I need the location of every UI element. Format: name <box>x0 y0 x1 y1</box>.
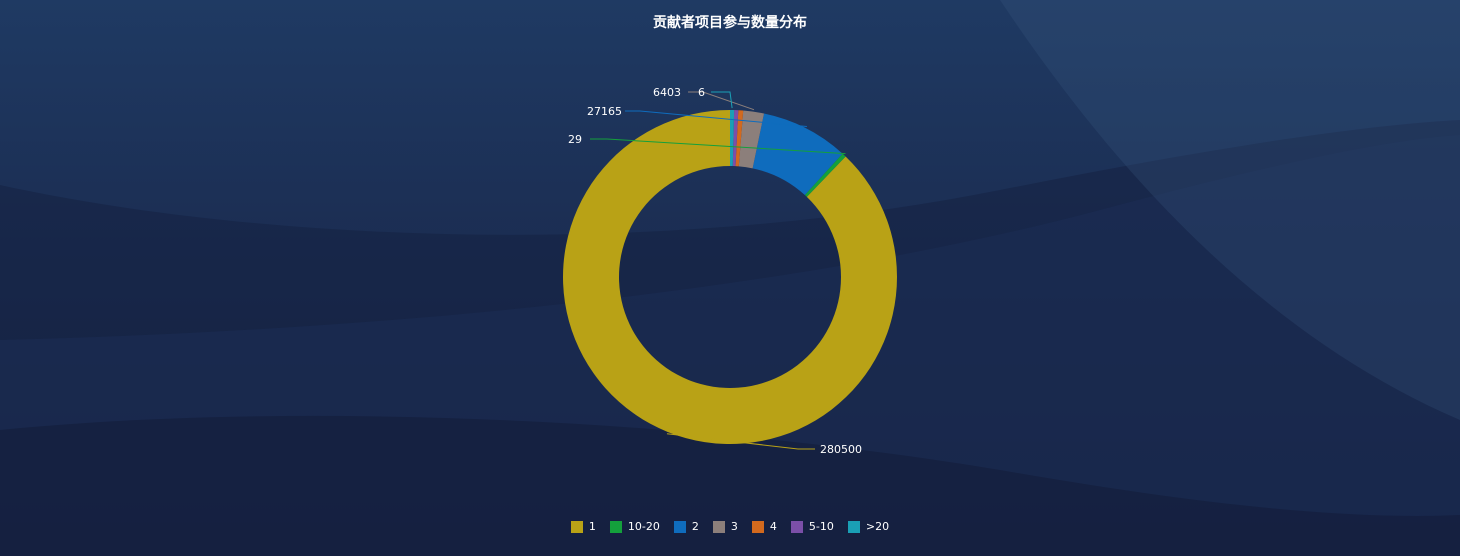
slice-1[interactable] <box>563 110 897 444</box>
data-label-3: 6403 <box>653 86 681 99</box>
data-label-0: 280500 <box>820 443 862 456</box>
leader-line-1 <box>590 138 846 155</box>
slice-10-20[interactable] <box>804 153 846 197</box>
slice-3[interactable] <box>738 110 765 169</box>
legend-item[interactable]: 5-10 <box>790 520 834 533</box>
legend-item[interactable]: 4 <box>751 520 777 533</box>
legend-swatch <box>847 520 860 533</box>
legend-label: >20 <box>865 520 890 533</box>
legend-label: 3 <box>730 520 738 533</box>
legend-label: 4 <box>769 520 777 533</box>
legend-swatch <box>673 520 686 533</box>
legend-label: 2 <box>691 520 699 533</box>
legend-item[interactable]: 2 <box>673 520 699 533</box>
data-label-4: 6 <box>698 86 705 99</box>
leader-line-0 <box>666 433 815 450</box>
legend: 1 10-20 2 3 4 5-10 >20 <box>0 520 1460 533</box>
legend-label: 10-20 <box>627 520 660 533</box>
legend-label: 5-10 <box>808 520 834 533</box>
leader-line-3 <box>688 91 755 111</box>
legend-swatch <box>609 520 622 533</box>
legend-item[interactable]: 1 <box>570 520 596 533</box>
chart-title: 贡献者项目参与数量分布 <box>653 15 807 31</box>
legend-swatch <box>790 520 803 533</box>
slice-4[interactable] <box>735 110 744 167</box>
legend-swatch <box>751 520 764 533</box>
legend-swatch <box>570 520 583 533</box>
legend-item[interactable]: 3 <box>712 520 738 533</box>
legend-label: 1 <box>588 520 596 533</box>
legend-swatch <box>712 520 725 533</box>
leader-line-2 <box>625 110 807 128</box>
leader-line-4 <box>711 91 733 109</box>
legend-item[interactable]: 10-20 <box>609 520 660 533</box>
data-label-1: 29 <box>568 133 582 146</box>
slice-5-10[interactable] <box>732 110 739 167</box>
slice-2[interactable] <box>752 113 843 196</box>
slice-20[interactable] <box>730 110 735 167</box>
legend-item[interactable]: >20 <box>847 520 890 533</box>
data-label-2: 27165 <box>587 105 622 118</box>
